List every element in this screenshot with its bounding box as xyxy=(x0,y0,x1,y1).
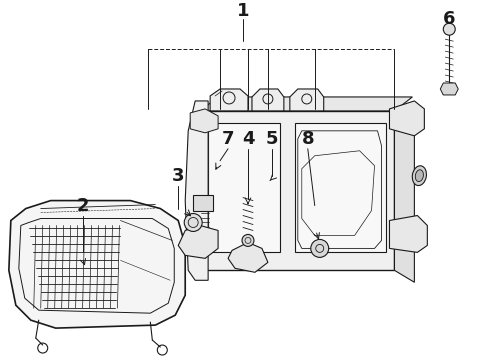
Circle shape xyxy=(311,239,329,257)
Polygon shape xyxy=(210,89,248,111)
Polygon shape xyxy=(190,109,218,133)
Text: 7: 7 xyxy=(222,130,234,148)
Ellipse shape xyxy=(412,166,426,185)
Polygon shape xyxy=(208,123,280,252)
Polygon shape xyxy=(390,216,427,252)
Text: 4: 4 xyxy=(242,130,254,148)
Ellipse shape xyxy=(416,170,423,181)
Text: 5: 5 xyxy=(266,130,278,148)
Polygon shape xyxy=(290,89,324,111)
Polygon shape xyxy=(441,83,458,95)
Polygon shape xyxy=(178,225,218,258)
Polygon shape xyxy=(193,195,213,211)
Polygon shape xyxy=(394,111,415,282)
Polygon shape xyxy=(200,111,394,270)
Text: 8: 8 xyxy=(301,130,314,148)
Circle shape xyxy=(242,234,254,246)
Polygon shape xyxy=(185,101,208,280)
Polygon shape xyxy=(295,123,387,252)
Circle shape xyxy=(184,213,202,231)
Text: 3: 3 xyxy=(172,167,185,185)
Polygon shape xyxy=(228,242,268,272)
Polygon shape xyxy=(200,97,413,111)
Circle shape xyxy=(443,23,455,35)
Polygon shape xyxy=(252,89,284,111)
Text: 6: 6 xyxy=(443,10,456,28)
Polygon shape xyxy=(390,101,424,136)
Text: 1: 1 xyxy=(237,2,249,20)
Polygon shape xyxy=(9,201,185,328)
Text: 2: 2 xyxy=(76,197,89,215)
